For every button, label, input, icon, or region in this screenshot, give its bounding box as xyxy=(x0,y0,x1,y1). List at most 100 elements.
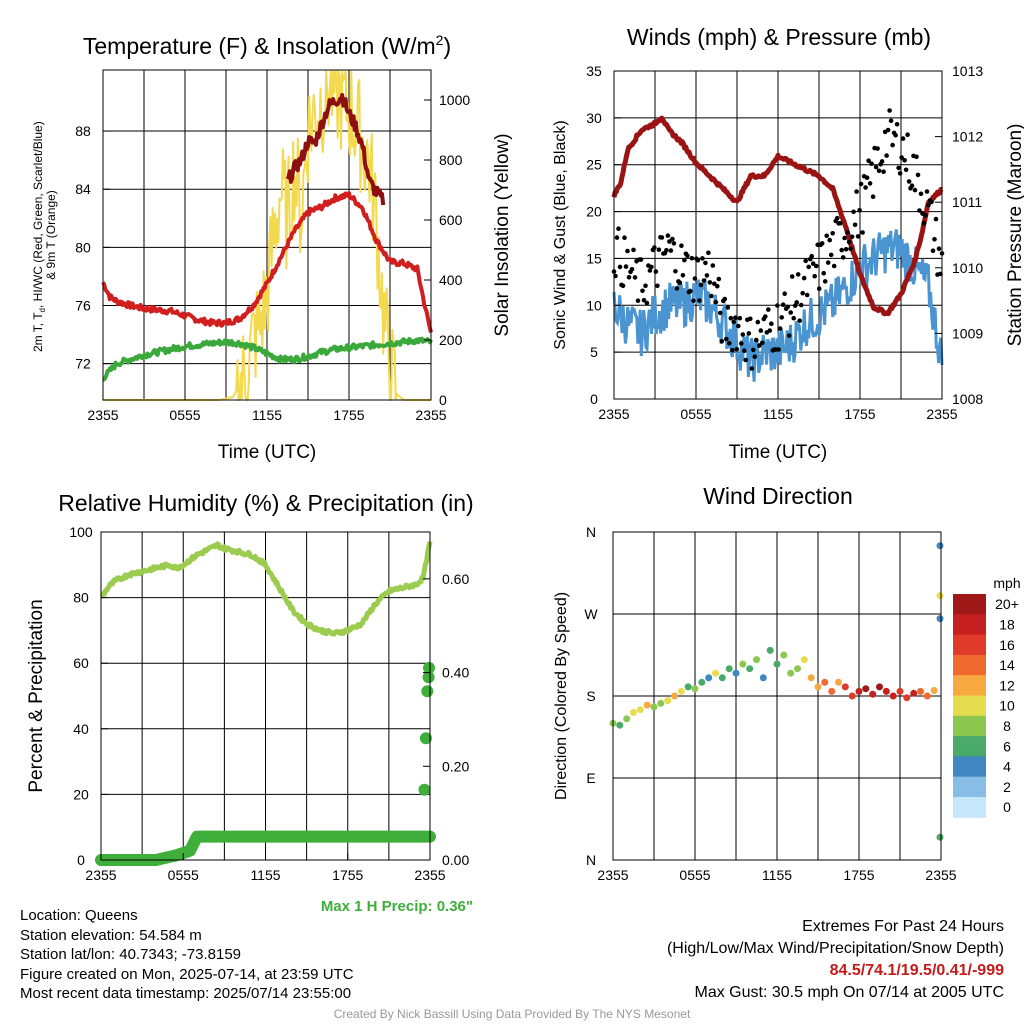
y-tick-label: 100 xyxy=(69,524,93,540)
colorbar-label: 6 xyxy=(1003,738,1011,754)
x-tick-label: 0555 xyxy=(169,407,200,423)
colorbar-label: 2 xyxy=(1003,779,1011,795)
gust-point xyxy=(740,332,746,337)
y2-tick-label: 0.00 xyxy=(442,852,469,868)
gust-point xyxy=(620,283,626,289)
direction-gridlines xyxy=(613,532,941,860)
insolation-y-ticks: 0 200 400 600 800 1000 xyxy=(424,92,470,408)
gust-point xyxy=(656,247,662,252)
gust-point xyxy=(640,288,645,294)
x-tick-label: 2355 xyxy=(597,867,628,883)
gust-point xyxy=(653,269,659,274)
gust-point xyxy=(917,208,922,213)
gust-point xyxy=(785,304,790,310)
gust-point xyxy=(827,237,832,243)
gust-point xyxy=(930,248,936,253)
x-tick-label: 1755 xyxy=(333,407,364,423)
y-tick-label: 0 xyxy=(77,852,85,868)
humidity-title: Relative Humidity (%) & Precipitation (i… xyxy=(58,490,473,516)
gust-point xyxy=(860,230,865,235)
direction-point xyxy=(848,692,856,700)
gust-point xyxy=(733,315,738,321)
y2-tick-label: 200 xyxy=(439,332,463,348)
y-tick-label: N xyxy=(586,524,596,540)
gust-point xyxy=(680,273,686,278)
gust-point xyxy=(906,179,912,184)
y2-tick-label: 1011 xyxy=(952,194,982,210)
y-tick-label: 80 xyxy=(73,590,89,606)
x-tick-label: 0555 xyxy=(168,867,199,883)
gust-point xyxy=(914,154,919,160)
y-tick-label: S xyxy=(586,688,595,704)
gust-point xyxy=(828,252,834,258)
gust-point xyxy=(727,340,732,346)
y2-tick-label: 400 xyxy=(439,272,463,288)
latlon-text: Station lat/lon: 40.7343; -73.8159 xyxy=(20,946,242,963)
y-tick-label: 88 xyxy=(75,123,91,139)
y-tick-label: 35 xyxy=(586,63,602,79)
gust-point xyxy=(743,357,749,363)
series-line-heat-index xyxy=(285,93,386,206)
colorbar-label: 0 xyxy=(1003,799,1011,815)
gust-point xyxy=(647,268,653,273)
gust-point xyxy=(819,241,825,246)
gust-point xyxy=(830,231,835,236)
gust-point xyxy=(689,255,695,261)
direction-point xyxy=(739,660,747,668)
humidity-y-ticks: 0 20 40 60 80 100 xyxy=(69,524,108,868)
wind-pressure-panel: Winds (mph) & Pressure (mb) 0 5 10 15 20 25 30… xyxy=(552,24,1024,463)
gust-point xyxy=(704,273,710,278)
direction-point xyxy=(869,690,877,698)
gust-point xyxy=(909,183,915,188)
gust-point xyxy=(668,248,674,253)
direction-point xyxy=(800,656,808,664)
direction-point xyxy=(896,687,904,695)
direction-point xyxy=(787,669,795,677)
gust-point xyxy=(806,264,811,270)
gust-point xyxy=(622,235,627,240)
gust-point xyxy=(846,239,852,245)
pressure-y-label: Station Pressure (Maroon) xyxy=(1005,124,1024,347)
gust-point xyxy=(848,246,853,251)
y-tick-label: 20 xyxy=(73,786,89,802)
gust-point xyxy=(725,305,731,310)
gust-point xyxy=(932,237,937,242)
y-tick-label: 15 xyxy=(586,250,602,266)
gust-point xyxy=(866,158,871,163)
direction-point xyxy=(862,685,870,693)
gust-point xyxy=(632,275,638,280)
colorbar-swatch xyxy=(953,614,986,636)
location-text: Location: Queens xyxy=(20,907,138,924)
colorbar-swatch xyxy=(953,594,986,615)
y-tick-label: 60 xyxy=(73,655,89,671)
gust-point xyxy=(816,286,822,292)
gust-point xyxy=(887,108,892,113)
recent-data-text: Most recent data timestamp: 2025/07/14 2… xyxy=(20,985,352,1002)
gust-point xyxy=(912,187,918,193)
y-tick-label: 80 xyxy=(75,239,91,255)
gust-point xyxy=(724,336,729,342)
colorbar-swatch xyxy=(953,776,986,798)
gust-point xyxy=(755,319,761,325)
gust-point xyxy=(629,267,635,272)
gust-point xyxy=(691,298,696,304)
gust-point xyxy=(813,263,819,269)
direction-point xyxy=(910,689,918,697)
x-tick-label: 2355 xyxy=(925,867,956,883)
gust-point xyxy=(879,159,885,164)
gust-point xyxy=(626,275,632,280)
series-line-2m-t xyxy=(101,191,433,333)
wind-series xyxy=(611,108,945,382)
gust-point xyxy=(849,234,855,240)
gust-point xyxy=(616,226,621,231)
gust-point xyxy=(643,283,648,289)
gust-point xyxy=(929,199,934,205)
direction-point xyxy=(759,674,767,682)
x-tick-label: 1155 xyxy=(762,867,792,883)
y2-tick-label: 0.60 xyxy=(442,571,469,587)
gust-point xyxy=(751,347,756,353)
gust-point xyxy=(885,127,891,133)
temperature-series xyxy=(101,93,433,382)
y-tick-label: 84 xyxy=(75,181,91,197)
gust-point xyxy=(710,263,716,268)
